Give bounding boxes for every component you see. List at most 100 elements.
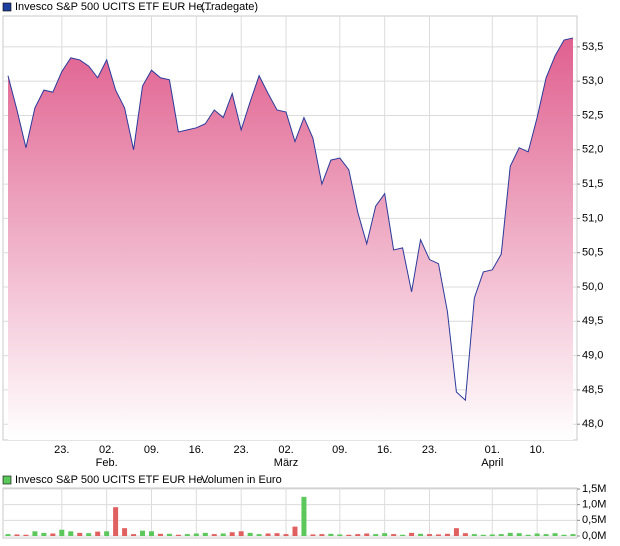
volume-bar	[427, 534, 433, 536]
volume-bar	[534, 533, 540, 536]
y-tick-label: 50,0	[582, 281, 603, 293]
volume-bar	[543, 534, 549, 536]
legend-swatch	[2, 475, 12, 485]
volume-bar	[525, 534, 531, 536]
volume-bar	[283, 534, 289, 536]
volume-bar	[561, 534, 567, 536]
volume-bar	[507, 532, 513, 536]
volume-bar	[95, 531, 101, 536]
volume-bar	[86, 533, 92, 536]
volume-bar	[184, 534, 190, 536]
y-tick-label: 51,0	[582, 212, 603, 224]
y-tick-label: 53,5	[582, 41, 603, 53]
unit-label: Volumen in Euro	[201, 474, 282, 486]
y-tick-label: 52,0	[582, 144, 603, 156]
volume-bar	[480, 534, 486, 536]
volume-bar	[373, 534, 379, 536]
x-month-label: Feb.	[96, 457, 118, 469]
volume-bar	[59, 529, 65, 536]
legend-swatch	[2, 2, 12, 12]
volume-bar	[409, 532, 415, 536]
volume-bar	[570, 534, 576, 536]
x-tick-label: 02.	[99, 444, 114, 456]
y-tick-label: 48,0	[582, 418, 603, 430]
volume-bar	[23, 534, 29, 536]
volume-bar	[382, 533, 388, 536]
volume-bar	[14, 534, 20, 536]
chart-source: (Tradegate)	[201, 1, 258, 13]
x-tick-label: 23.	[54, 444, 69, 456]
volume-bar	[229, 532, 235, 536]
plot-area	[2, 487, 578, 539]
x-tick-label: 02.	[278, 444, 293, 456]
volume-bar	[41, 532, 47, 536]
x-month-label: März	[274, 457, 298, 469]
x-tick-label: 23.	[234, 444, 249, 456]
chart-title: Invesco S&P 500 UCITS ETF EUR He...	[15, 474, 212, 486]
volume-bar	[166, 533, 172, 536]
chart-title: Invesco S&P 500 UCITS ETF EUR He...	[15, 1, 212, 13]
volume-bar	[32, 531, 38, 536]
y-tick-label: 0,5M	[582, 514, 606, 526]
volume-bar	[68, 531, 74, 536]
volume-bar	[364, 533, 370, 536]
volume-bar	[319, 534, 325, 536]
x-tick-label: 16.	[189, 444, 204, 456]
volume-bar	[157, 533, 163, 536]
volume-bar	[301, 496, 307, 536]
volume-bar	[77, 532, 83, 536]
volume-bar	[391, 534, 397, 536]
y-tick-label: 1,0M	[582, 499, 606, 511]
volume-bar	[489, 534, 495, 536]
y-tick-label: 50,5	[582, 247, 603, 259]
volume-bar	[310, 534, 316, 536]
volume-bar	[104, 531, 110, 536]
volume-bar	[140, 530, 146, 536]
volume-bar	[122, 528, 128, 536]
x-tick-label: 09.	[332, 444, 347, 456]
x-tick-label: 09.	[144, 444, 159, 456]
y-tick-label: 53,0	[582, 75, 603, 87]
volume-bar	[453, 528, 459, 536]
volume-bar	[131, 534, 137, 536]
volume-bar	[552, 533, 558, 536]
volume-bar	[238, 531, 244, 536]
volume-bar	[292, 526, 298, 536]
x-tick-label: 23.	[422, 444, 437, 456]
y-tick-label: 49,0	[582, 350, 603, 362]
volume-bar	[355, 534, 361, 536]
volume-bar	[471, 534, 477, 536]
y-tick-label: 48,5	[582, 384, 603, 396]
y-tick-label: 51,5	[582, 178, 603, 190]
volume-bar	[444, 533, 450, 536]
volume-bar	[274, 533, 280, 536]
volume-bar	[328, 533, 334, 536]
volume-bar	[418, 533, 424, 536]
y-tick-label: 0,0M	[582, 530, 606, 542]
volume-bar	[498, 534, 504, 536]
volume-bar	[220, 533, 226, 536]
area-fill	[8, 37, 573, 440]
x-tick-label: 01.	[485, 444, 500, 456]
volume-bar	[265, 533, 271, 536]
x-month-label: April	[481, 457, 503, 469]
volume-bar	[435, 534, 441, 536]
price-line	[7, 37, 574, 402]
volume-bar	[50, 533, 56, 536]
volume-bar	[516, 533, 522, 536]
x-tick-label: 10.	[529, 444, 544, 456]
volume-bar	[175, 534, 181, 536]
volume-bar	[247, 532, 253, 536]
volume-bar	[193, 533, 199, 536]
volume-bar	[256, 534, 262, 536]
y-tick-label: 1,5M	[582, 483, 606, 495]
volume-bar	[148, 531, 154, 536]
y-tick-label: 49,5	[582, 315, 603, 327]
y-tick-label: 52,5	[582, 109, 603, 121]
volume-bar	[337, 534, 343, 536]
volume-bar	[462, 533, 468, 536]
volume-bar	[346, 534, 352, 536]
volume-bar	[5, 534, 11, 536]
volume-bar	[400, 534, 406, 536]
